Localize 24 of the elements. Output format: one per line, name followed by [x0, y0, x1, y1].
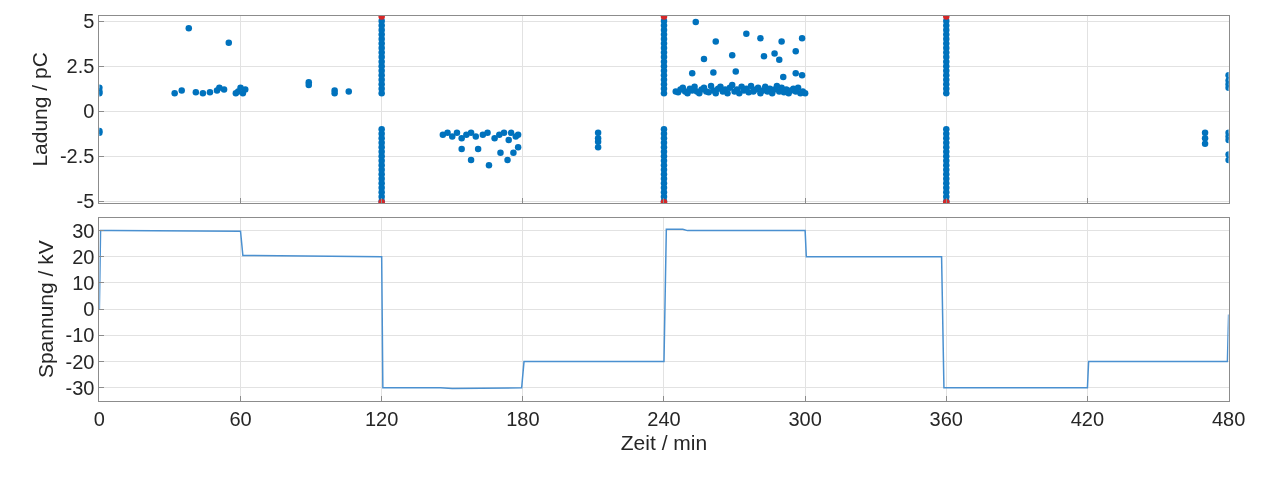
- x-tick-label: 360: [929, 407, 963, 430]
- x-tick-label: 240: [647, 407, 681, 430]
- y-tick-label: 10: [72, 272, 95, 294]
- x-tick-label: 480: [1211, 407, 1246, 430]
- y-tick-label: 2.5: [66, 55, 95, 78]
- x-tick-label: 180: [506, 407, 540, 430]
- x-tick-label: 120: [364, 407, 399, 430]
- y-tick-label: -30: [65, 376, 95, 399]
- y-tick-label: 0: [83, 100, 95, 123]
- y-tick-label: 20: [72, 245, 95, 268]
- y-tick-label: 0: [83, 298, 95, 321]
- x-tick-label: 60: [229, 407, 252, 430]
- y-tick-label: -5: [76, 190, 95, 213]
- x-tick-label: 420: [1070, 407, 1105, 430]
- x-tick-label: 300: [788, 407, 822, 430]
- y-axis-title: Spannung / kV: [33, 240, 57, 379]
- line-series: [99, 228, 1229, 390]
- x-axis-title: Zeit / min: [620, 431, 708, 455]
- y-tick-label: -20: [65, 350, 95, 373]
- y-tick-label: -2.5: [59, 145, 95, 168]
- y-axis-title: Ladung / pC: [28, 52, 52, 167]
- y-tick-label: 5: [83, 10, 95, 33]
- y-tick-label: -10: [65, 324, 95, 347]
- y-tick-label: 30: [72, 219, 95, 242]
